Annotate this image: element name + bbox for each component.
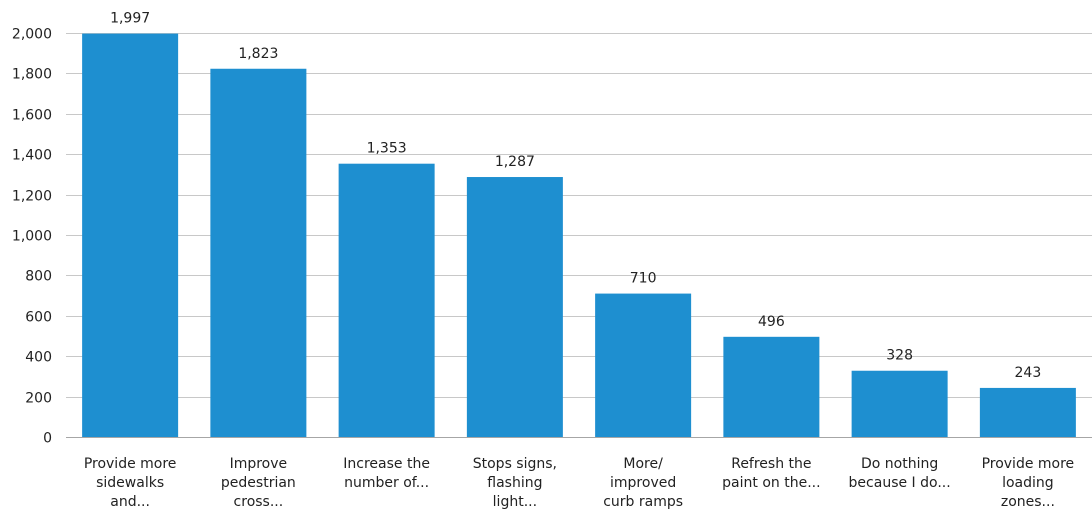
bar-5 [595,293,692,437]
y-tick-label: 1,600 [12,108,52,124]
x-tick-label-line: improved [610,475,676,491]
y-tick-label: 1,000 [12,229,52,245]
x-tick-label-line: paint on the... [722,475,820,491]
bar-2 [210,68,307,437]
x-tick-label-line: number of... [344,475,429,491]
x-tick-label: More/improved curb ramps [603,456,683,510]
x-tick-label-line: sidewalks [96,475,164,491]
x-tick-label-line: Do nothing [861,456,938,472]
data-label: 710 [630,271,657,287]
bar-8 [979,387,1076,437]
x-tick-label-line: Stops signs, [473,456,557,472]
bar-6 [723,336,820,437]
y-tick-label: 1,400 [12,148,52,164]
data-label: 1,823 [238,46,278,62]
x-tick-label-line: Refresh the [731,456,811,472]
data-labels: 1,997 1,823 1,353 1,287 710 496 328 243 [110,11,1041,381]
x-tick-label-line: More/ [623,456,663,472]
x-tick-label: Refresh the paint on the... [722,456,820,491]
x-tick-label: Improve pedestrian cross... [221,456,296,510]
x-tick-label-line: curb ramps [603,494,683,510]
x-tick-label-line: pedestrian [221,475,296,491]
data-label: 1,997 [110,11,150,27]
data-label: 328 [886,348,913,364]
y-tick-label: 800 [25,269,52,285]
x-tick-label: Provide more loading zones... [982,456,1075,510]
y-tick-label: 1,800 [12,67,52,83]
x-tick-label: Do nothing because I do... [849,456,951,491]
data-label: 496 [758,314,785,330]
x-tick-label: Stops signs, flashing light... [473,456,557,510]
x-tick-label-line: light... [493,494,537,510]
y-tick-label: 400 [25,350,52,366]
x-tick-label-line: Provide more [84,456,177,472]
bar-7 [851,370,948,437]
bar-4 [466,177,563,437]
data-label: 1,353 [367,141,407,157]
bars [82,33,1076,438]
y-tick-label: 200 [25,391,52,407]
y-tick-label: 600 [25,310,52,326]
x-tick-label: Increase the number of... [343,456,430,491]
y-tick-label: 2,000 [12,27,52,43]
x-tick-label: Provide more sidewalks and... [84,456,177,510]
y-axis-tick-labels: 0 200 400 600 800 1,000 1,200 1,400 1,600 1,800 2,… [12,27,52,447]
y-tick-label: 1,200 [12,189,52,205]
data-label: 1,287 [495,154,535,170]
x-axis-tick-labels: Provide more sidewalks and... Improve pedest… [84,456,1074,510]
x-tick-label-line: loading [1002,475,1054,491]
x-tick-label-line: Provide more [982,456,1075,472]
bar-3 [338,163,435,437]
x-tick-label-line: zones... [1001,494,1055,510]
x-tick-label-line: Increase the [343,456,430,472]
x-tick-label-line: Improve [230,456,288,472]
bar-1 [82,33,179,438]
x-tick-label-line: cross... [234,494,284,510]
y-tick-label: 0 [43,431,52,447]
x-tick-label-line: flashing [487,475,542,491]
x-tick-label-line: because I do... [849,475,951,491]
x-tick-label-line: and... [110,494,150,510]
data-label: 243 [1015,365,1042,381]
